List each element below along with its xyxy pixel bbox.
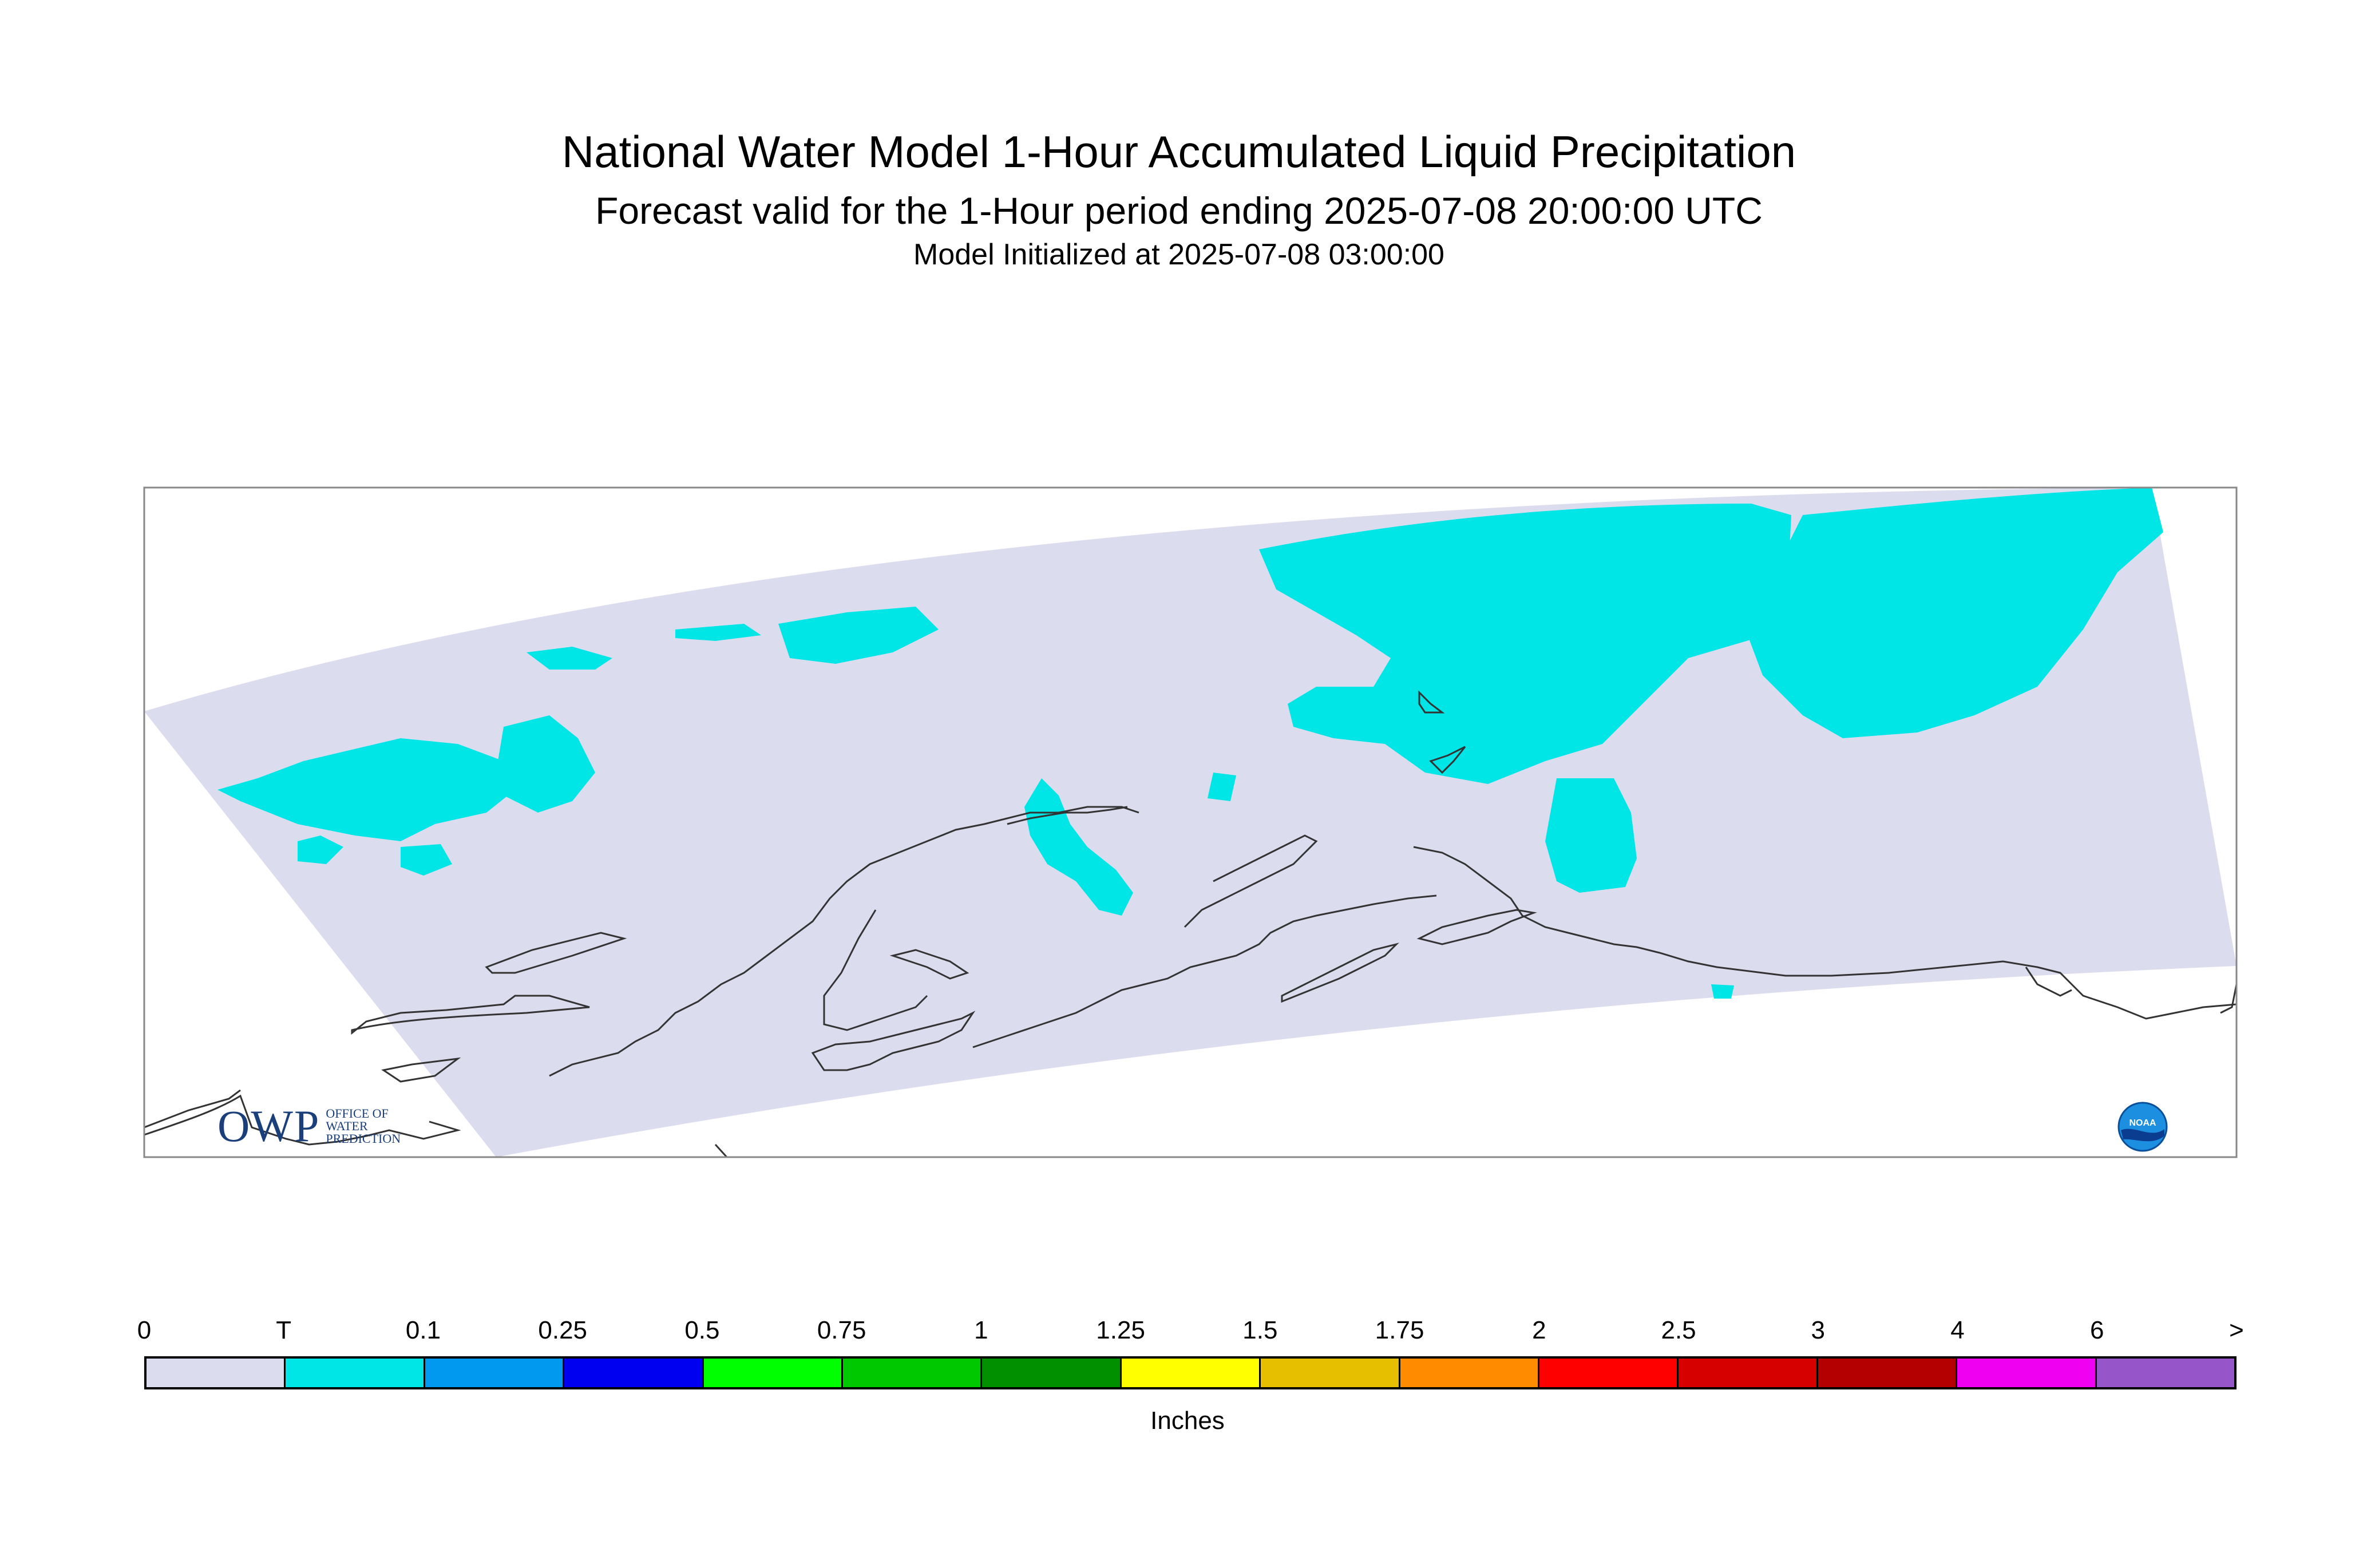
legend-swatch (1818, 1359, 1958, 1387)
legend-tick-label: T (276, 1316, 292, 1344)
legend-units: Inches (1150, 1407, 1225, 1435)
precip-area (1745, 488, 2163, 738)
precip-area (498, 715, 595, 813)
coastline (1183, 834, 1318, 928)
legend-tick-label: 2 (1532, 1316, 1546, 1344)
legend-tick-label: 0.75 (817, 1316, 866, 1344)
map-frame (143, 486, 2238, 1158)
legend-tick-label: 1.5 (1242, 1316, 1278, 1344)
noaa-text: NOAA (2129, 1118, 2156, 1128)
precip-area (298, 836, 343, 864)
coastline (2220, 984, 2237, 1014)
coastline (144, 1089, 241, 1129)
coastline (972, 894, 1437, 1048)
coastline (889, 949, 969, 980)
coastline (811, 1011, 976, 1071)
legend-swatch (564, 1359, 704, 1387)
legend-swatch (1679, 1359, 1818, 1387)
coastline (823, 909, 928, 1031)
precip-area (401, 844, 452, 876)
coastline (1429, 746, 1466, 774)
legend-tick-label: 3 (1811, 1316, 1826, 1344)
legend-tick-label: > (2229, 1316, 2244, 1344)
legend-tick-label: 0.5 (684, 1316, 720, 1344)
coastline (351, 995, 590, 1035)
legend-tick-label: 1.75 (1375, 1316, 1424, 1344)
legend-swatch (1121, 1359, 1261, 1387)
owp-mark: OWP (217, 1101, 320, 1151)
legend-tick-label: 1.25 (1096, 1316, 1145, 1344)
owp-logo: OWP OFFICE OF WATER PREDICTION (217, 1101, 401, 1151)
coastline (1413, 846, 2237, 1020)
legend-tick-label: 0.25 (538, 1316, 588, 1344)
legend-swatch (286, 1359, 425, 1387)
legend-swatch (147, 1359, 286, 1387)
coastline (549, 806, 1139, 1077)
precip-area (1545, 778, 1637, 893)
precip-area (1711, 984, 1734, 999)
legend-swatch (703, 1359, 844, 1387)
precip-area (217, 738, 515, 841)
init-time-subtitle: Model Initialized at 2025-07-08 03:00:00 (913, 238, 1444, 271)
legend-swatch (2096, 1359, 2235, 1387)
legend-swatch (1400, 1359, 1540, 1387)
legend-swatch (982, 1359, 1122, 1387)
legend-swatch (843, 1359, 983, 1387)
main-title: National Water Model 1-Hour Accumulated … (561, 126, 1796, 177)
coastline (381, 1057, 461, 1083)
coastline (485, 932, 627, 974)
noaa-logo: NOAA (2117, 1102, 2168, 1152)
coastline (1416, 909, 1537, 945)
precip-area (527, 647, 612, 670)
legend-tick-label: 2.5 (1661, 1316, 1696, 1344)
precip-area (778, 607, 939, 664)
color-legend-bar (144, 1356, 2237, 1389)
precip-area (675, 624, 761, 641)
legend-swatch (1261, 1359, 1400, 1387)
legend-swatch (1957, 1359, 2097, 1387)
legend-swatch (425, 1359, 565, 1387)
coastline (714, 1143, 728, 1157)
forecast-valid-subtitle: Forecast valid for the 1-Hour period end… (595, 189, 1763, 232)
coastline (144, 1094, 461, 1146)
legend-tick-label: 0.1 (405, 1316, 441, 1344)
coastline (1007, 806, 1128, 825)
coastline (1281, 943, 1399, 1003)
precip-area (1259, 504, 1791, 784)
coastline (2025, 967, 2072, 997)
legend-tick-label: 0 (137, 1316, 152, 1344)
map-content (144, 488, 2237, 1157)
legend-tick-label: 6 (2090, 1316, 2104, 1344)
coastline (1418, 690, 1445, 714)
coastlines (144, 690, 2237, 1157)
owp-subtitle: OFFICE OF WATER PREDICTION (326, 1106, 401, 1146)
legend-tick-label: 4 (1950, 1316, 1965, 1344)
legend-swatch (1539, 1359, 1679, 1387)
legend-tick-label: 1 (974, 1316, 988, 1344)
precip-area (1208, 773, 1236, 801)
